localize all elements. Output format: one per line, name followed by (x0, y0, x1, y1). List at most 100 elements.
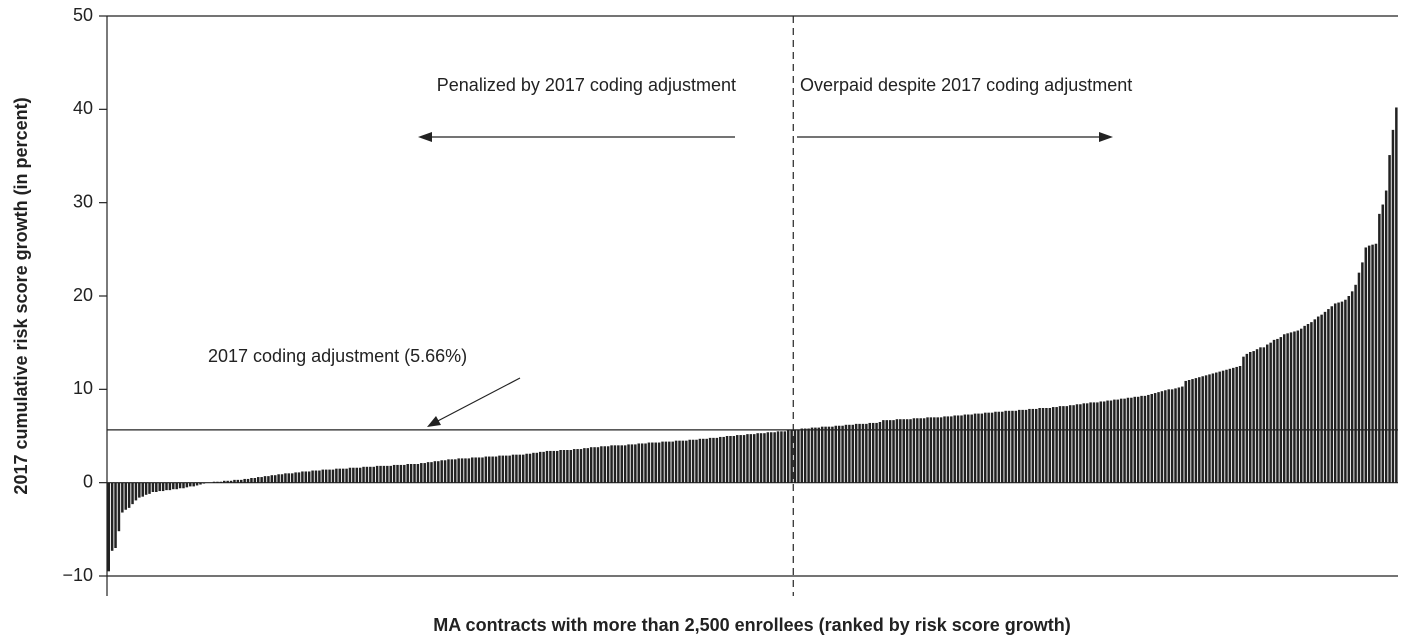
bar (178, 482, 182, 489)
bar (243, 478, 246, 483)
bar (1272, 339, 1276, 483)
bar (1079, 404, 1082, 483)
bar (926, 417, 929, 483)
bar (491, 456, 494, 483)
bar (691, 439, 695, 483)
bar (875, 422, 878, 483)
bar (909, 419, 912, 483)
bar (994, 411, 997, 483)
bar (467, 458, 471, 483)
bar (280, 474, 284, 483)
bar (654, 442, 657, 483)
bar (504, 455, 508, 483)
bar (759, 433, 763, 483)
bar (195, 482, 199, 486)
bar (963, 414, 967, 483)
bar (1381, 204, 1385, 483)
bar (1333, 303, 1337, 483)
bar (525, 453, 528, 483)
bar (1034, 408, 1038, 483)
bar (1055, 407, 1058, 483)
bar (1075, 404, 1079, 483)
bar (559, 450, 562, 483)
bar (375, 465, 379, 483)
bar (939, 417, 943, 483)
bar (138, 482, 141, 498)
bar (1058, 406, 1062, 483)
bar (454, 459, 457, 483)
bar (345, 468, 348, 483)
bar (736, 435, 739, 483)
bar (593, 447, 596, 483)
bar (732, 436, 736, 483)
y-axis-label: 2017 cumulative risk score growth (in pe… (11, 97, 31, 494)
bar (725, 436, 729, 483)
bar (1130, 397, 1133, 483)
bar (1354, 284, 1357, 483)
bar (369, 466, 372, 483)
bar (1170, 389, 1174, 483)
bar (185, 482, 189, 488)
bar (671, 441, 674, 483)
bar (950, 416, 953, 483)
bar (161, 482, 165, 492)
bar (715, 437, 719, 483)
bar (970, 414, 973, 483)
bar (1065, 406, 1069, 483)
bar (321, 469, 325, 483)
bar (678, 440, 681, 483)
bar (304, 471, 308, 483)
bar (110, 482, 114, 551)
bar (1221, 370, 1225, 483)
bar (1364, 247, 1368, 483)
bar (702, 438, 705, 483)
bar (226, 480, 229, 483)
bar (899, 419, 902, 483)
bar (273, 475, 277, 483)
bar (790, 430, 793, 483)
bar (277, 474, 280, 483)
bar (613, 445, 617, 483)
bar (651, 442, 654, 483)
bar (515, 454, 518, 483)
bar (753, 434, 756, 483)
bar (902, 419, 905, 483)
bar (443, 460, 447, 483)
bar (555, 450, 559, 483)
bar (820, 426, 824, 483)
bar (488, 456, 491, 483)
bar (1282, 334, 1286, 483)
bar (399, 464, 403, 483)
bar (997, 411, 1001, 483)
bar (1164, 390, 1167, 483)
bar (749, 434, 753, 483)
bar (922, 418, 926, 483)
bar (946, 416, 950, 483)
bar (331, 469, 335, 483)
bar (501, 455, 505, 483)
bar (189, 482, 192, 487)
bar (1357, 272, 1361, 483)
bar (1092, 402, 1096, 483)
bar (712, 437, 715, 483)
bar (661, 441, 664, 483)
bar (892, 420, 895, 483)
bar (644, 443, 647, 483)
x-axis-label: MA contracts with more than 2,500 enroll… (433, 615, 1071, 635)
bar (450, 459, 454, 483)
bar (270, 475, 274, 483)
bar (854, 423, 858, 483)
arrowhead (418, 132, 432, 142)
bar (168, 482, 172, 491)
bar (1242, 356, 1245, 483)
bar (977, 413, 980, 483)
bar (668, 441, 671, 483)
bar (1306, 324, 1310, 483)
bar (630, 444, 634, 483)
bar (229, 480, 233, 483)
bar (121, 482, 124, 513)
bar (1296, 330, 1300, 483)
bar (1208, 374, 1211, 483)
bar (538, 451, 542, 483)
bar (1259, 347, 1262, 483)
